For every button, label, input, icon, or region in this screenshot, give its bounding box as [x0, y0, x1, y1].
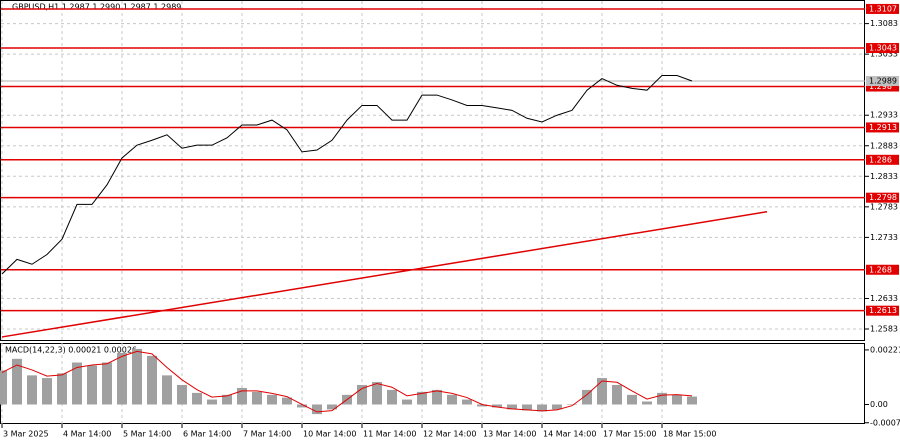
macd-bar	[552, 404, 562, 410]
macd-bar	[597, 378, 607, 405]
macd-bar	[117, 352, 127, 405]
macd-bar	[687, 396, 697, 405]
x-tick-label: 18 Mar 15:00	[663, 430, 716, 439]
macd-bar	[417, 391, 427, 405]
level-label-box	[866, 305, 899, 316]
level-label: 1.2613	[869, 306, 897, 315]
macd-title: MACD(14,22,3) 0.00021 0.00026	[5, 346, 137, 355]
x-tick-label: 14 Mar 14:00	[543, 430, 596, 439]
macd-bar	[672, 394, 682, 405]
x-tick-label: 17 Mar 15:00	[603, 430, 656, 439]
macd-bar	[57, 373, 67, 405]
level-label: 1.3043	[869, 44, 897, 53]
level-label-box	[866, 154, 899, 165]
macd-bar	[492, 404, 502, 408]
macd-bar	[207, 399, 217, 405]
level-label: 1.2913	[869, 123, 897, 132]
trendline	[1, 210, 768, 338]
macd-bar	[402, 399, 412, 405]
macd-bar	[507, 404, 517, 410]
chart-title: GBPUSD,H1 1.2987 1.2990 1.2987 1.2989	[12, 3, 181, 12]
macd-bar	[612, 384, 622, 405]
x-tick-label: 13 Mar 14:00	[483, 430, 536, 439]
current-price-box	[866, 76, 899, 87]
main-frame	[0, 0, 865, 341]
macd-bar	[297, 404, 307, 408]
macd-bar	[282, 397, 292, 405]
level-label-box	[866, 43, 899, 54]
macd-bar	[462, 399, 472, 405]
macd-frame	[0, 343, 865, 424]
level-label-box	[866, 122, 899, 133]
y-tick-label: 1.3083	[870, 19, 898, 28]
y-tick-label: 1.2833	[870, 172, 898, 181]
current-price-label: 1.2989	[869, 77, 897, 86]
y-tick-label: 1.2633	[870, 294, 898, 303]
macd-bar	[267, 394, 277, 405]
macd-bar	[42, 378, 52, 405]
macd-bar	[237, 387, 247, 405]
y-tick-label: 1.2783	[870, 202, 898, 211]
y-tick-label: 1.2933	[870, 111, 898, 120]
macd-bar	[537, 404, 547, 412]
level-label: 1.286	[869, 155, 892, 164]
y-tick-label: 0.00221	[870, 345, 900, 354]
x-tick-label: 10 Mar 14:00	[303, 430, 356, 439]
x-tick-label: 5 Mar 14:00	[123, 430, 171, 439]
macd-bar	[582, 389, 592, 405]
x-tick-label: 6 Mar 14:00	[183, 430, 231, 439]
macd-bar	[387, 389, 397, 405]
level-label: 1.298	[869, 82, 892, 91]
macd-bar	[657, 392, 667, 405]
macd-bar	[447, 394, 457, 405]
y-tick-label: -0.00074	[870, 418, 900, 427]
macd-bar	[0, 370, 7, 405]
macd-bar	[27, 375, 37, 405]
y-tick-label: 1.2733	[870, 233, 898, 242]
macd-bar	[177, 384, 187, 405]
macd-bar	[312, 404, 322, 415]
macd-bar	[222, 394, 232, 405]
price-line	[1, 75, 693, 275]
x-tick-label: 7 Mar 14:00	[243, 430, 291, 439]
y-tick-label: 1.2883	[870, 141, 898, 150]
x-tick-label: 12 Mar 14:00	[423, 430, 476, 439]
macd-bar	[102, 362, 112, 405]
level-label-box	[866, 192, 899, 203]
macd-bar	[432, 389, 442, 405]
level-label-box	[866, 3, 899, 14]
macd-bar	[192, 392, 202, 405]
level-label-box	[866, 81, 899, 92]
y-tick-label: 1.3033	[870, 50, 898, 59]
macd-bar	[12, 358, 22, 405]
macd-bar	[252, 391, 262, 405]
macd-bar	[132, 348, 142, 405]
x-tick-label: 3 Mar 2025	[3, 430, 49, 439]
y-tick-label: 1.2583	[870, 325, 898, 334]
level-label: 1.2798	[869, 193, 897, 202]
level-label: 1.268	[869, 265, 892, 274]
signal-line	[1, 350, 693, 413]
level-label: 1.3107	[869, 4, 897, 13]
macd-bar	[642, 401, 652, 405]
macd-bar	[72, 362, 82, 405]
macd-bar	[372, 382, 382, 405]
x-tick-label: 4 Mar 14:00	[63, 430, 111, 439]
macd-bar	[627, 394, 637, 405]
macd-bar	[87, 365, 97, 405]
macd-bar	[147, 355, 157, 405]
x-tick-label: 11 Mar 14:00	[363, 430, 416, 439]
macd-bar	[477, 404, 487, 407]
macd-bar	[162, 375, 172, 405]
level-label-box	[866, 264, 899, 275]
macd-bar	[522, 404, 532, 411]
macd-bar	[327, 404, 337, 410]
y-tick-label: 0.00	[870, 400, 888, 409]
macd-bar	[357, 384, 367, 405]
macd-bar	[567, 404, 577, 405]
